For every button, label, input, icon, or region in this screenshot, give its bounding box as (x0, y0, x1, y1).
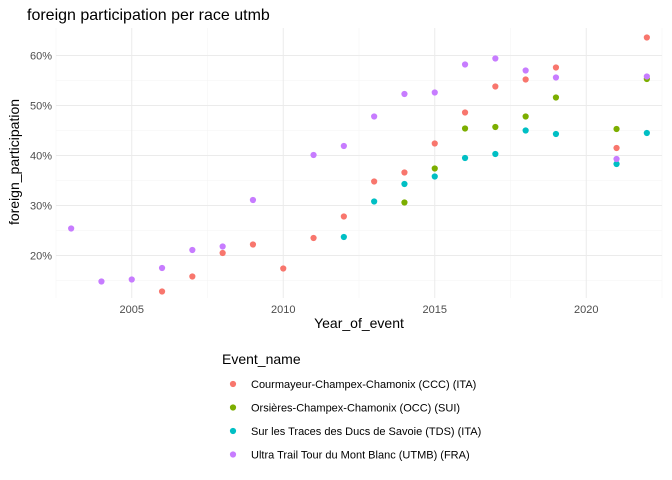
data-point-series-4 (431, 89, 438, 96)
legend-label-series-2: Orsières-Champex-Chamonix (OCC) (SUI) (251, 403, 460, 415)
data-point-series-4 (68, 225, 75, 232)
data-point-series-2 (522, 113, 529, 120)
y-tick-label: 20% (30, 251, 52, 263)
data-point-series-2 (552, 94, 560, 101)
data-point-series-3 (522, 127, 529, 134)
data-point-series-3 (643, 129, 650, 137)
data-point-series-4 (371, 113, 378, 120)
data-point-series-1 (552, 64, 560, 71)
data-point-series-4 (98, 278, 105, 285)
chart-title: foreign participation per race utmb (27, 7, 270, 24)
data-point-series-1 (219, 249, 226, 257)
data-point-series-4 (461, 61, 469, 68)
data-point-series-1 (401, 169, 408, 176)
data-point-series-3 (461, 154, 469, 162)
data-point-series-1 (280, 265, 287, 272)
y-axis-ticks: 20% 30% 40% 50% 60% (30, 51, 52, 263)
data-point-series-4 (643, 73, 650, 80)
data-points (68, 34, 650, 295)
data-point-series-3 (371, 198, 378, 205)
legend-key-series-4 (229, 451, 237, 458)
x-axis-title: Year_of_event (314, 315, 404, 331)
data-point-series-4 (401, 90, 408, 98)
data-point-series-3 (552, 130, 560, 138)
legend-title: Event_name (222, 351, 301, 367)
data-point-series-4 (249, 196, 257, 204)
data-point-series-4 (552, 74, 560, 81)
legend-key-series-3 (229, 427, 237, 435)
data-point-series-1 (613, 144, 620, 152)
data-point-series-1 (158, 288, 166, 295)
data-point-series-3 (431, 173, 438, 180)
legend: Event_name Courmayeur-Champex-Chamonix (… (222, 351, 481, 462)
legend-key-series-1 (229, 380, 237, 388)
data-point-series-1 (189, 273, 196, 280)
data-point-series-4 (158, 264, 166, 272)
data-point-series-4 (128, 276, 135, 283)
legend-label-series-1: Courmayeur-Champex-Chamonix (CCC) (ITA) (251, 379, 476, 391)
data-point-series-4 (310, 151, 317, 159)
data-point-series-3 (492, 150, 499, 158)
data-point-series-4 (492, 55, 499, 62)
data-point-series-2 (613, 125, 620, 133)
data-point-series-1 (249, 241, 257, 248)
data-point-series-1 (643, 34, 650, 41)
y-tick-label: 60% (30, 51, 52, 63)
data-point-series-1 (371, 178, 378, 185)
x-tick-label: 2015 (423, 304, 447, 316)
legend-label-series-4: Ultra Trail Tour du Mont Blanc (UTMB) (F… (251, 450, 470, 462)
data-point-series-1 (522, 76, 529, 83)
x-tick-label: 2005 (120, 304, 144, 316)
data-point-series-4 (522, 67, 529, 74)
data-point-series-2 (401, 199, 408, 206)
y-tick-label: 50% (30, 101, 52, 113)
data-point-series-4 (340, 142, 347, 150)
y-axis-title: foreign_participation (6, 99, 22, 225)
data-point-series-4 (189, 246, 196, 254)
data-point-series-4 (219, 243, 226, 250)
data-point-series-2 (492, 123, 499, 131)
data-point-series-3 (401, 180, 408, 188)
data-point-series-1 (340, 213, 347, 220)
data-point-series-1 (461, 109, 469, 116)
legend-key-series-2 (229, 404, 237, 411)
plot-grid (55, 28, 663, 298)
data-point-series-3 (613, 160, 620, 168)
data-point-series-1 (492, 83, 499, 90)
x-tick-label: 2020 (574, 304, 598, 316)
data-point-series-2 (431, 165, 438, 172)
data-point-series-1 (310, 234, 317, 242)
y-tick-label: 30% (30, 201, 52, 213)
data-point-series-2 (461, 125, 469, 132)
data-point-series-4 (613, 155, 620, 163)
x-tick-label: 2010 (271, 304, 295, 316)
x-axis-ticks: 2005 2010 2015 2020 (120, 304, 599, 316)
data-point-series-3 (340, 233, 347, 241)
legend-label-series-3: Sur les Traces des Ducs de Savoie (TDS) … (251, 426, 481, 438)
data-point-series-1 (431, 140, 438, 147)
y-tick-label: 40% (30, 151, 52, 163)
